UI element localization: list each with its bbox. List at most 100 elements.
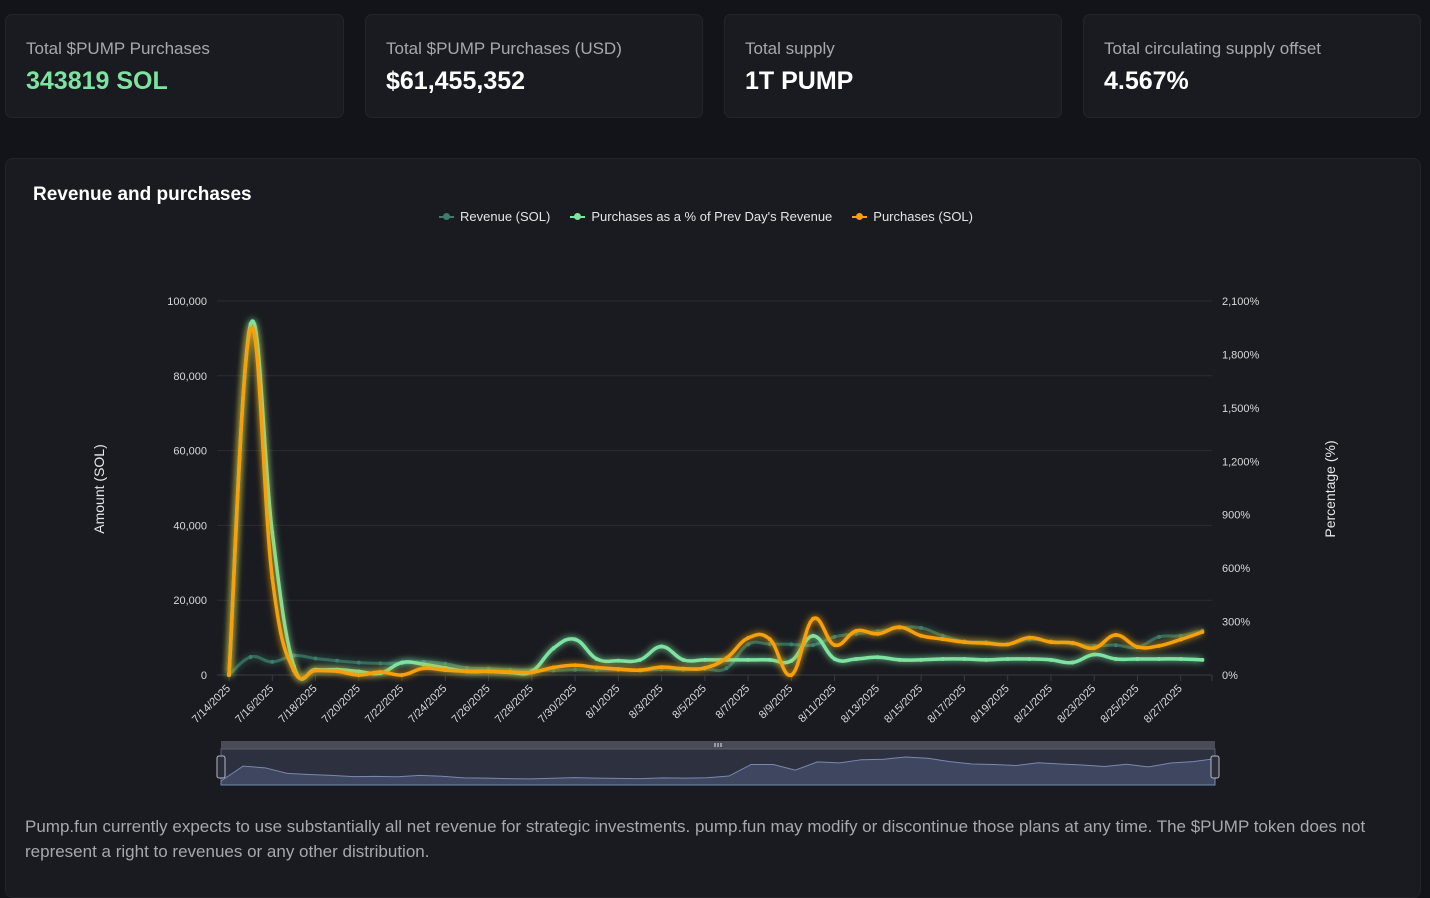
data-point[interactable] [1070,640,1075,645]
data-point[interactable] [335,658,340,663]
data-point[interactable] [832,634,837,639]
data-point[interactable] [789,658,794,663]
data-point[interactable] [551,646,556,651]
data-point[interactable] [529,670,534,675]
data-point[interactable] [464,665,469,670]
data-point[interactable] [919,657,924,662]
data-point[interactable] [940,633,945,638]
data-point[interactable] [1027,635,1032,640]
data-point[interactable] [832,656,837,661]
data-point[interactable] [962,656,967,661]
data-point[interactable] [616,658,621,663]
data-point[interactable] [1135,656,1140,661]
legend-item-percent[interactable]: Purchases as a % of Prev Day's Revenue [570,209,832,224]
data-point[interactable] [248,322,253,327]
data-point[interactable] [464,669,469,674]
data-point[interactable] [356,673,361,677]
data-point[interactable] [767,657,772,662]
data-point[interactable] [962,640,967,645]
data-point[interactable] [400,673,405,677]
data-point[interactable] [897,625,902,630]
legend-item-revenue[interactable]: Revenue (SOL) [439,209,550,224]
data-point[interactable] [1048,657,1053,662]
data-point[interactable] [1113,632,1118,637]
data-point[interactable] [551,665,556,670]
data-point[interactable] [1092,646,1097,651]
data-point[interactable] [940,656,945,661]
data-point[interactable] [1027,656,1032,661]
data-point[interactable] [270,659,275,664]
data-point[interactable] [637,668,642,673]
data-point[interactable] [724,656,729,661]
data-point[interactable] [940,637,945,642]
data-point[interactable] [789,642,794,647]
data-point[interactable] [378,661,383,666]
data-point[interactable] [875,655,880,660]
data-point[interactable] [746,642,751,647]
data-point[interactable] [681,666,686,671]
data-point[interactable] [291,668,296,673]
data-point[interactable] [1113,656,1118,661]
data-point[interactable] [789,673,794,677]
data-point[interactable] [594,656,599,661]
data-point[interactable] [1005,656,1010,661]
data-point[interactable] [659,665,664,670]
navigator-handle-left[interactable] [216,755,226,779]
data-point[interactable] [443,661,448,666]
data-point[interactable] [984,657,989,662]
data-point[interactable] [551,668,556,673]
data-point[interactable] [1200,629,1205,634]
data-point[interactable] [1157,643,1162,648]
data-point[interactable] [356,660,361,665]
data-point[interactable] [1157,634,1162,639]
data-point[interactable] [508,670,513,675]
data-point[interactable] [1005,642,1010,647]
data-point[interactable] [421,666,426,671]
data-point[interactable] [313,656,318,661]
data-point[interactable] [919,625,924,630]
data-point[interactable] [400,660,405,665]
data-point[interactable] [637,657,642,662]
data-point[interactable] [313,668,318,673]
data-point[interactable] [1157,656,1162,661]
data-point[interactable] [248,655,253,660]
data-point[interactable] [1200,657,1205,662]
data-point[interactable] [811,616,816,621]
data-point[interactable] [659,644,664,649]
navigator-handle-right[interactable] [1210,755,1220,779]
data-point[interactable] [767,637,772,642]
data-point[interactable] [854,656,859,661]
legend-item-purchases[interactable]: Purchases (SOL) [852,209,973,224]
data-point[interactable] [919,633,924,638]
data-point[interactable] [421,662,426,667]
data-point[interactable] [248,327,253,332]
data-point[interactable] [616,667,621,672]
data-point[interactable] [270,575,275,580]
data-point[interactable] [443,668,448,673]
data-point[interactable] [1113,643,1118,648]
data-point[interactable] [227,673,231,677]
data-point[interactable] [832,643,837,648]
data-point[interactable] [573,667,578,672]
data-point[interactable] [1135,644,1140,649]
data-point[interactable] [1178,656,1183,661]
data-point[interactable] [897,657,902,662]
data-point[interactable] [486,669,491,674]
data-point[interactable] [573,637,578,642]
data-point[interactable] [811,643,816,648]
data-point[interactable] [811,633,816,638]
data-point[interactable] [746,657,751,662]
data-point[interactable] [746,635,751,640]
data-point[interactable] [724,666,729,671]
data-point[interactable] [875,631,880,636]
data-point[interactable] [702,657,707,662]
data-point[interactable] [573,663,578,668]
data-point[interactable] [1178,633,1183,638]
data-point[interactable] [270,530,275,535]
data-point[interactable] [1070,660,1075,665]
data-point[interactable] [1092,652,1097,657]
data-point[interactable] [854,628,859,633]
data-point[interactable] [984,641,989,646]
data-point[interactable] [356,669,361,674]
data-point[interactable] [1048,640,1053,645]
